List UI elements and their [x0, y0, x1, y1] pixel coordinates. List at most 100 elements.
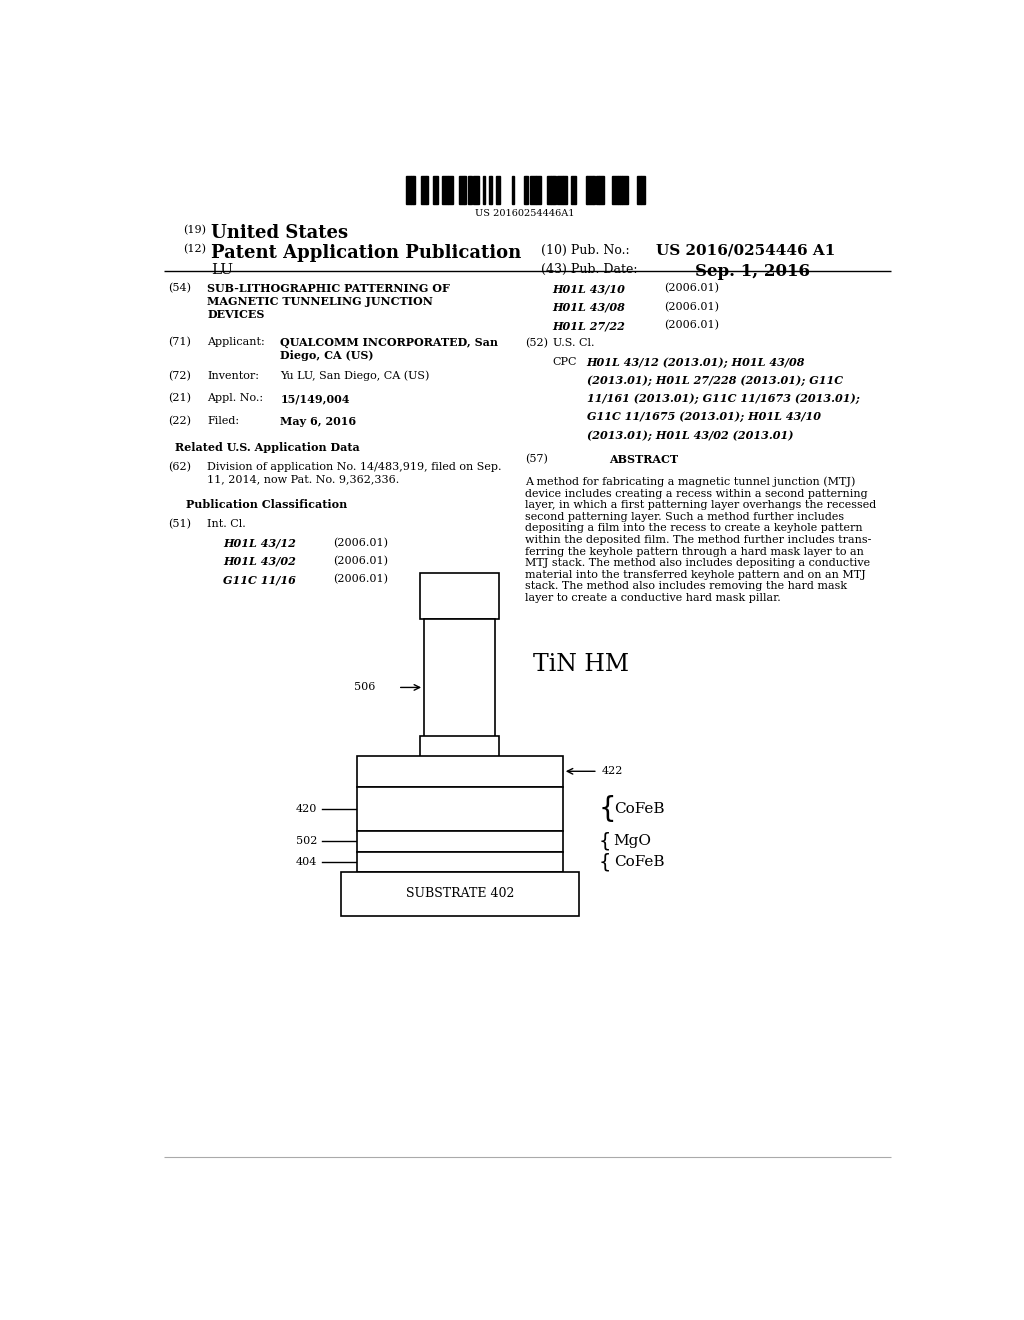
Text: (10) Pub. No.:: (10) Pub. No.: — [541, 244, 630, 257]
Text: LU: LU — [211, 263, 233, 277]
Text: (54): (54) — [168, 284, 190, 294]
Text: (2006.01): (2006.01) — [664, 302, 719, 312]
Text: (51): (51) — [168, 519, 190, 529]
Bar — [473, 176, 479, 205]
Text: A method for fabricating a magnetic tunnel junction (MTJ)
device includes creati: A method for fabricating a magnetic tunn… — [524, 477, 877, 603]
Text: US 20160254446A1: US 20160254446A1 — [475, 210, 574, 218]
Text: 502: 502 — [296, 837, 316, 846]
Bar — [551, 176, 553, 205]
Bar — [356, 851, 563, 873]
Text: {: { — [599, 832, 611, 851]
Text: (2013.01); H01L 43/02 (2013.01): (2013.01); H01L 43/02 (2013.01) — [587, 430, 794, 441]
Bar — [638, 176, 641, 205]
Text: (2006.01): (2006.01) — [664, 319, 719, 330]
Text: Filed:: Filed: — [207, 416, 240, 425]
Text: QUALCOMM INCORPORATED, San
Diego, CA (US): QUALCOMM INCORPORATED, San Diego, CA (US… — [281, 338, 499, 362]
Bar — [421, 176, 426, 205]
Bar — [356, 756, 563, 787]
Bar — [356, 832, 563, 851]
Text: H01L 43/08: H01L 43/08 — [553, 302, 626, 313]
Text: (72): (72) — [168, 371, 190, 381]
Text: (22): (22) — [168, 416, 190, 426]
Bar — [596, 176, 599, 205]
Bar — [623, 176, 628, 205]
Text: SUB-LITHOGRAPHIC PATTERNING OF
MAGNETIC TUNNELING JUNCTION
DEVICES: SUB-LITHOGRAPHIC PATTERNING OF MAGNETIC … — [207, 284, 451, 319]
Text: CoFeB: CoFeB — [613, 855, 665, 869]
Text: (19): (19) — [183, 224, 207, 235]
Text: H01L 43/10: H01L 43/10 — [553, 284, 626, 294]
Text: H01L 43/02: H01L 43/02 — [223, 556, 296, 566]
Text: (52): (52) — [524, 338, 548, 348]
Bar — [468, 176, 470, 205]
Text: 422: 422 — [602, 767, 624, 776]
Bar — [612, 176, 617, 205]
Text: H01L 27/22: H01L 27/22 — [553, 319, 626, 331]
Text: Related U.S. Application Data: Related U.S. Application Data — [174, 442, 359, 453]
Text: May 6, 2016: May 6, 2016 — [281, 416, 356, 426]
Bar — [547, 176, 551, 205]
Text: 404: 404 — [296, 857, 316, 867]
Text: (2013.01); H01L 27/228 (2013.01); G11C: (2013.01); H01L 27/228 (2013.01); G11C — [587, 375, 843, 385]
Text: H01L 43/12 (2013.01); H01L 43/08: H01L 43/12 (2013.01); H01L 43/08 — [587, 356, 805, 367]
Text: (2006.01): (2006.01) — [333, 556, 388, 566]
Text: Inventor:: Inventor: — [207, 371, 259, 381]
Text: H01L 43/12: H01L 43/12 — [223, 537, 296, 549]
Text: Int. Cl.: Int. Cl. — [207, 519, 246, 529]
Bar — [512, 176, 514, 205]
Text: {: { — [599, 795, 616, 822]
Text: ABSTRACT: ABSTRACT — [609, 454, 679, 465]
Bar — [341, 873, 579, 916]
Bar — [442, 176, 447, 205]
Bar — [489, 176, 490, 205]
Bar — [497, 176, 500, 205]
Bar — [525, 176, 528, 205]
Text: Patent Application Publication: Patent Application Publication — [211, 244, 521, 261]
Bar — [459, 176, 465, 205]
Text: Yu LU, San Diego, CA (US): Yu LU, San Diego, CA (US) — [281, 371, 430, 381]
Bar — [536, 176, 542, 205]
Text: CPC: CPC — [553, 356, 578, 367]
Bar — [524, 176, 525, 205]
Text: (2006.01): (2006.01) — [664, 284, 719, 294]
Text: (62): (62) — [168, 462, 190, 473]
Bar — [420, 573, 500, 619]
Bar — [482, 176, 485, 205]
Bar — [490, 176, 493, 205]
Text: MgO: MgO — [613, 834, 651, 849]
Text: Applicant:: Applicant: — [207, 338, 265, 347]
Bar — [570, 176, 577, 205]
Bar — [420, 735, 500, 758]
Bar — [356, 787, 563, 832]
Text: 15/149,004: 15/149,004 — [281, 393, 350, 404]
Text: United States: United States — [211, 224, 348, 243]
Text: (71): (71) — [168, 338, 190, 347]
Text: (21): (21) — [168, 393, 190, 404]
Bar — [554, 176, 556, 205]
Text: U.S. Cl.: U.S. Cl. — [553, 338, 594, 348]
Bar — [621, 176, 623, 205]
Bar — [447, 176, 454, 205]
Bar — [413, 176, 416, 205]
Bar — [557, 176, 563, 205]
Text: 506: 506 — [354, 682, 376, 693]
Bar — [593, 176, 595, 205]
Bar — [599, 176, 604, 205]
Bar — [433, 176, 438, 205]
Text: 500: 500 — [368, 787, 389, 796]
Bar — [641, 176, 645, 205]
Text: 11/161 (2013.01); G11C 11/1673 (2013.01);: 11/161 (2013.01); G11C 11/1673 (2013.01)… — [587, 393, 859, 404]
Text: TiN HM: TiN HM — [532, 653, 629, 676]
Text: Division of application No. 14/483,919, filed on Sep.
11, 2014, now Pat. No. 9,3: Division of application No. 14/483,919, … — [207, 462, 502, 484]
Text: (12): (12) — [183, 244, 207, 253]
Bar — [530, 176, 536, 205]
Bar — [586, 176, 588, 205]
Bar — [563, 176, 567, 205]
Text: 420: 420 — [296, 804, 316, 814]
Bar — [412, 176, 413, 205]
Text: (2006.01): (2006.01) — [333, 574, 388, 585]
Bar — [406, 176, 412, 205]
Bar — [553, 176, 554, 205]
Bar — [588, 176, 593, 205]
Text: US 2016/0254446 A1: US 2016/0254446 A1 — [655, 244, 836, 257]
Text: CoFeB: CoFeB — [613, 801, 665, 816]
